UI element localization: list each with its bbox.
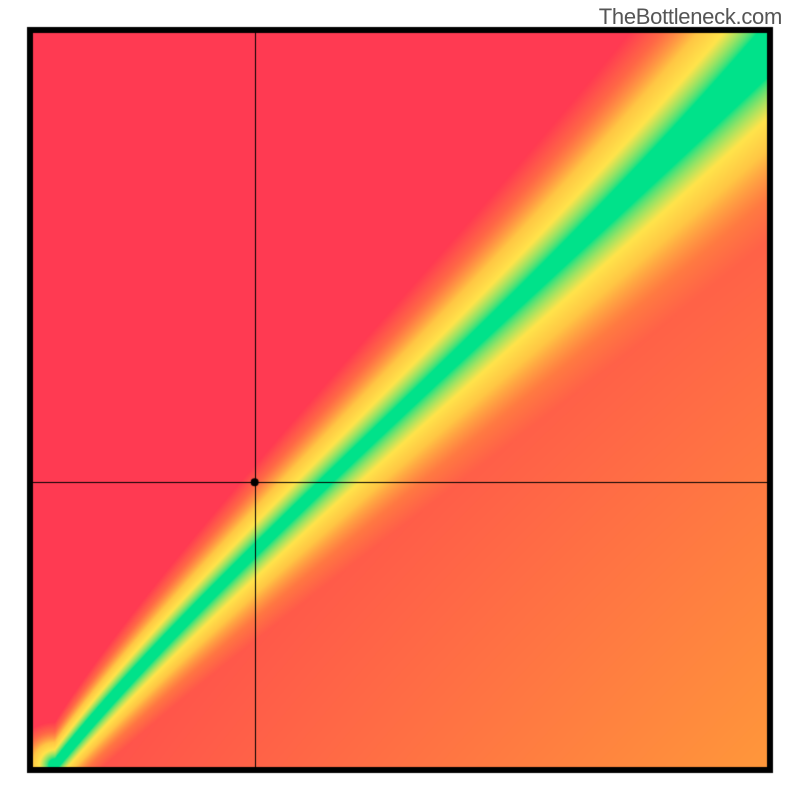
heatmap-canvas	[0, 0, 800, 800]
chart-stage: TheBottleneck.com	[0, 0, 800, 800]
watermark-text: TheBottleneck.com	[599, 4, 782, 30]
